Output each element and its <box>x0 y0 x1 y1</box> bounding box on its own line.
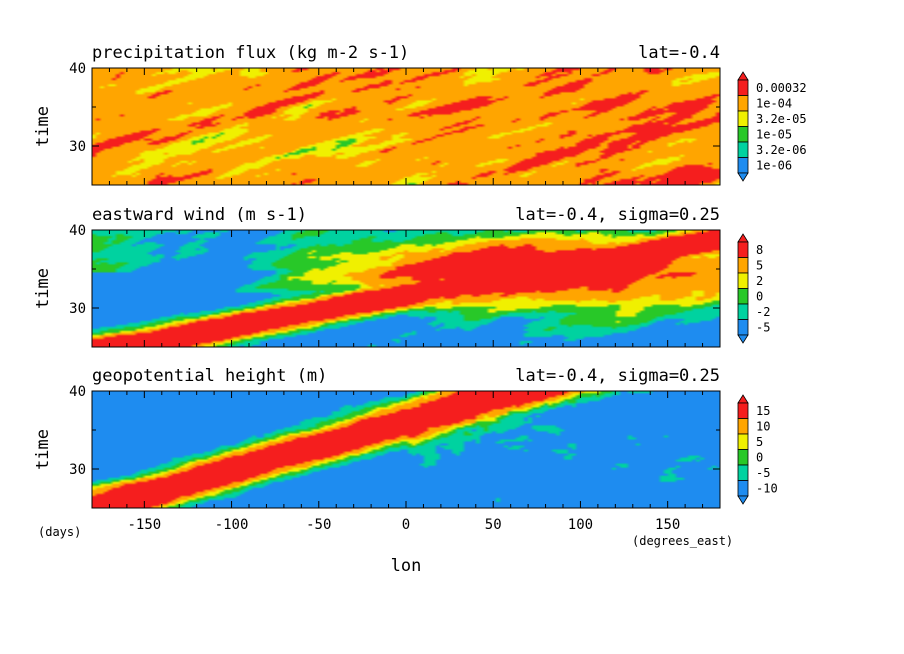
colorbar-segment <box>737 449 749 466</box>
colorbar-label: -2 <box>756 305 770 319</box>
colorbar-arrow-bottom <box>737 172 749 182</box>
y-tick-label: 30 <box>69 139 86 155</box>
colorbar-segment <box>737 480 749 497</box>
colorbar-label: 8 <box>756 243 763 257</box>
heatmap-field <box>92 391 720 508</box>
colorbar-arrow-bottom <box>737 334 749 344</box>
colorbar-segment <box>737 95 749 112</box>
x-tick-label: 50 <box>485 517 502 533</box>
y-tick-label: 40 <box>69 61 86 77</box>
heatmap-field <box>92 68 720 185</box>
colorbar-label: 2 <box>756 274 763 288</box>
colorbar-segment <box>737 126 749 143</box>
x-tick-label: 0 <box>402 517 410 533</box>
colorbar-segment <box>737 303 749 320</box>
colorbar-segment <box>737 464 749 481</box>
x-unit-label: (degrees_east) <box>632 534 733 548</box>
colorbar-label: 0 <box>756 450 763 464</box>
x-tick-label: 100 <box>568 517 593 533</box>
panel-wind: eastward wind (m s-1) lat=-0.4, sigma=0.2… <box>33 205 770 348</box>
colorbar-segment <box>737 110 749 127</box>
panel-title: geopotential height (m) <box>92 366 327 386</box>
y-tick-label: 40 <box>69 384 86 400</box>
colorbar-label: -5 <box>756 320 770 334</box>
colorbar-segment <box>737 79 749 96</box>
colorbar-label: 15 <box>756 404 770 418</box>
colorbar-label: 1e-05 <box>756 127 792 141</box>
colorbar-label: -5 <box>756 466 770 480</box>
colorbar-arrow-top <box>737 71 749 81</box>
colorbar-segment <box>737 257 749 274</box>
colorbar-label: 0 <box>756 289 763 303</box>
colorbar-segment <box>737 272 749 289</box>
colorbar-label: 3.2e-05 <box>756 112 807 126</box>
colorbar-segment <box>737 241 749 258</box>
colorbar-label: 1e-04 <box>756 96 792 110</box>
colorbar-arrow-top <box>737 394 749 404</box>
panel-subtitle: lat=-0.4, sigma=0.25 <box>515 205 720 225</box>
x-tick-label: 150 <box>655 517 680 533</box>
y-tick-label: 30 <box>69 301 86 317</box>
y-unit-label: (days) <box>38 525 81 539</box>
colorbar-segment <box>737 288 749 305</box>
colorbar-segment <box>737 319 749 336</box>
colorbar-arrow-top <box>737 233 749 243</box>
x-tick-label: -50 <box>306 517 331 533</box>
y-axis-label: time <box>33 429 53 470</box>
x-tick-label: -150 <box>127 517 161 533</box>
colorbar-label: 10 <box>756 419 770 433</box>
colorbar-segment <box>737 418 749 435</box>
panel-title: eastward wind (m s-1) <box>92 205 307 225</box>
panel-geo: geopotential height (m) lat=-0.4, sigma=0… <box>33 366 778 509</box>
y-tick-label: 40 <box>69 223 86 239</box>
y-axis-label: time <box>33 268 53 309</box>
panel-subtitle: lat=-0.4 <box>638 43 720 63</box>
colorbar-label: 3.2e-06 <box>756 143 807 157</box>
colorbar-label: 5 <box>756 435 763 449</box>
colorbar-segment <box>737 157 749 174</box>
colorbar-label: 1e-06 <box>756 158 792 172</box>
x-axis-label: lon <box>391 556 422 576</box>
panels: precipitation flux (kg m-2 s-1) lat=-0.4 3… <box>33 43 807 533</box>
panel-precip: precipitation flux (kg m-2 s-1) lat=-0.4 3… <box>33 43 807 186</box>
colorbar-arrow-bottom <box>737 495 749 505</box>
y-axis-label: time <box>33 106 53 147</box>
colorbar-segment <box>737 433 749 450</box>
colorbar-label: 0.00032 <box>756 81 807 95</box>
heatmap-field <box>92 230 720 347</box>
y-tick-label: 30 <box>69 462 86 478</box>
colorbar-label: -10 <box>756 481 778 495</box>
colorbar: 85 20 -2-5 <box>737 233 770 344</box>
x-tick-label: -100 <box>215 517 249 533</box>
colorbar-label: 5 <box>756 258 763 272</box>
panel-title: precipitation flux (kg m-2 s-1) <box>92 43 409 63</box>
colorbar-segment <box>737 402 749 419</box>
colorbar-segment <box>737 141 749 158</box>
panel-subtitle: lat=-0.4, sigma=0.25 <box>515 366 720 386</box>
